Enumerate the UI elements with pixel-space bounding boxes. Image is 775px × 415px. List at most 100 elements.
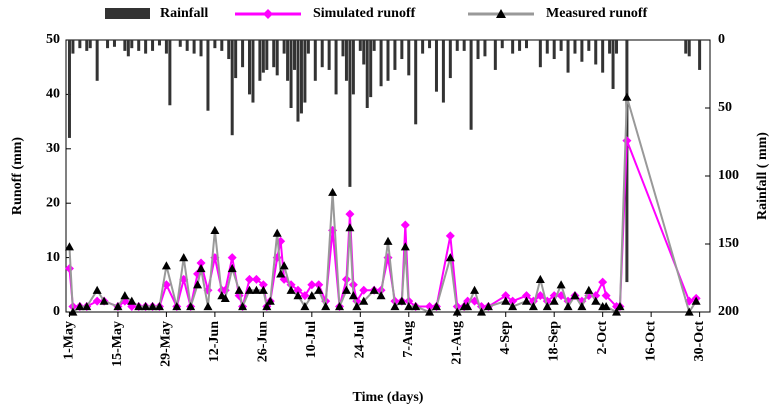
rain-bar	[358, 40, 362, 51]
rain-bar	[213, 40, 217, 49]
x-tick-label: 15-May	[110, 321, 125, 367]
rain-bar	[157, 40, 161, 46]
runoff-marker	[141, 302, 151, 311]
rain-bar	[206, 40, 210, 111]
runoff-marker	[397, 296, 407, 305]
runoff-marker	[321, 302, 331, 311]
legend-marker	[263, 9, 273, 19]
y2-tick-label: 200	[718, 304, 739, 319]
runoff-marker	[64, 242, 74, 251]
runoff-marker	[186, 302, 196, 311]
rain-bar	[351, 40, 355, 95]
rain-bar	[251, 40, 255, 103]
runoff-marker	[300, 302, 310, 311]
runoff-marker	[598, 277, 608, 287]
y2-axis-title: Rainfall ( mm)	[755, 132, 770, 220]
runoff-marker	[307, 280, 317, 290]
rain-bar	[566, 40, 570, 73]
runoff-marker	[68, 307, 78, 316]
rain-bar	[379, 40, 383, 87]
runoff-marker	[251, 285, 261, 294]
x-tick-label: 1-May	[62, 321, 77, 360]
runoff-marker	[521, 291, 531, 301]
rain-bar	[126, 40, 130, 57]
runoff-marker	[99, 296, 109, 305]
y2-tick-label: 100	[718, 168, 739, 183]
runoff-marker	[508, 302, 518, 311]
y-tick-label: 10	[46, 250, 60, 265]
x-tick-label: 4-Sep	[498, 321, 513, 355]
x-tick-label: 24-Jul	[353, 321, 368, 358]
runoff-marker	[390, 302, 400, 311]
y-tick-label: 30	[46, 141, 60, 156]
runoff-marker	[82, 302, 92, 311]
runoff-marker	[501, 296, 511, 305]
rain-bar	[275, 40, 279, 76]
runoff-marker	[622, 136, 632, 146]
rain-bar	[151, 40, 155, 51]
rain-bar	[334, 40, 338, 95]
x-tick-label: 12-Jun	[207, 321, 222, 362]
y-tick-label: 0	[53, 304, 60, 319]
runoff-marker	[383, 236, 393, 245]
rain-bar	[327, 40, 331, 70]
runoff-marker	[431, 302, 441, 311]
runoff-marker	[127, 296, 137, 305]
runoff-marker	[601, 291, 611, 301]
runoff-marker	[262, 302, 272, 311]
runoff-marker	[258, 285, 268, 294]
legend-label: Measured runoff	[546, 6, 648, 21]
runoff-marker	[348, 291, 358, 300]
rain-bar	[234, 40, 238, 79]
rain-bar	[199, 40, 203, 57]
rain-bar	[573, 40, 577, 54]
runoff-marker	[684, 307, 694, 316]
rain-bar	[698, 40, 702, 70]
rain-bar	[448, 40, 452, 79]
rain-bar	[594, 40, 598, 65]
rain-bar	[248, 40, 252, 95]
rain-bar	[265, 40, 269, 70]
runoff-marker	[452, 307, 462, 316]
rain-bar	[144, 40, 148, 54]
rain-bar	[580, 40, 584, 62]
runoff-marker	[265, 296, 275, 305]
runoff-marker	[227, 263, 237, 273]
rain-bar	[123, 40, 127, 51]
rain-bar	[313, 40, 317, 81]
runoff-marker	[341, 285, 351, 294]
runoff-marker	[400, 220, 410, 230]
rain-bar	[524, 40, 528, 49]
runoff-marker	[563, 302, 573, 311]
runoff-marker	[411, 302, 421, 311]
runoff-marker	[307, 291, 317, 300]
x-tick-label: 7-Aug	[401, 321, 416, 358]
rain-bar	[88, 40, 92, 49]
rain-bar	[552, 40, 556, 60]
x-tick-label: 16-Oct	[643, 321, 658, 362]
rain-bar	[71, 40, 75, 54]
x-tick-label: 26-Jun	[256, 321, 271, 362]
rain-bar	[137, 40, 141, 51]
runoff-marker	[542, 302, 552, 311]
rain-bar	[289, 40, 293, 108]
runoff-marker	[220, 293, 230, 302]
rain-bar	[220, 40, 224, 51]
runoff-marker	[445, 253, 455, 262]
rain-bar	[483, 40, 487, 57]
rain-bar	[168, 40, 172, 106]
x-tick-label: 18-Sep	[546, 321, 561, 362]
rain-bar	[272, 40, 276, 68]
rain-bar	[306, 40, 310, 54]
rain-bar	[258, 40, 262, 81]
runoff-marker	[314, 280, 324, 290]
legend-label: Rainfall	[160, 6, 208, 21]
rain-bar	[369, 40, 373, 98]
rain-bar	[286, 40, 290, 81]
y2-tick-label: 0	[718, 32, 725, 47]
runoff-marker	[300, 291, 310, 301]
y-tick-label: 20	[46, 195, 60, 210]
y-tick-label: 50	[46, 32, 60, 47]
rain-bar	[185, 40, 189, 51]
